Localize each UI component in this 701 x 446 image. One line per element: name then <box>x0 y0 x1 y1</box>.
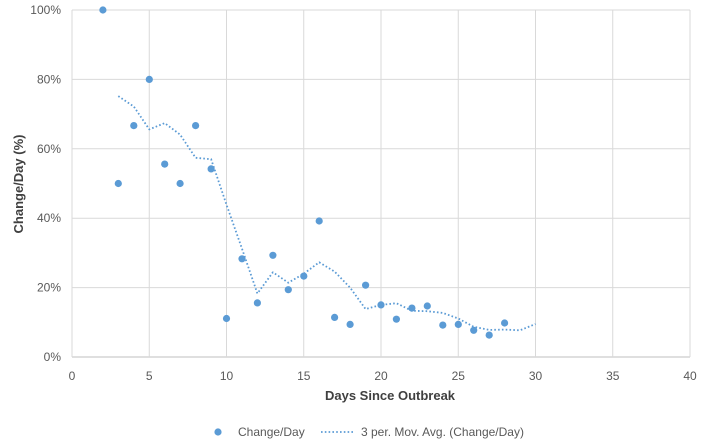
moving-average-series <box>117 95 536 332</box>
y-tick-label: 60% <box>37 142 61 156</box>
data-point <box>99 6 107 14</box>
data-point <box>114 179 122 188</box>
data-point <box>470 326 478 334</box>
data-point <box>207 165 215 173</box>
data-point <box>408 304 416 312</box>
data-point <box>315 217 323 225</box>
data-point <box>501 319 509 327</box>
x-tick-label: 15 <box>297 369 311 383</box>
y-axis-ticks: 0% 20% 40% 60% 80% 100% <box>30 3 61 364</box>
y-tick-label: 0% <box>44 350 62 364</box>
legend: Change/Day 3 per. Mov. Avg. (Change/Day) <box>214 425 524 439</box>
x-tick-label: 5 <box>146 369 153 383</box>
data-point <box>346 320 354 328</box>
data-point <box>392 315 400 323</box>
x-tick-label: 20 <box>374 369 388 383</box>
x-tick-label: 30 <box>529 369 543 383</box>
data-point <box>331 313 339 321</box>
y-tick-label: 40% <box>37 211 61 225</box>
x-tick-label: 35 <box>606 369 620 383</box>
gridlines <box>71 9 691 358</box>
legend-marker-change-per-day <box>214 428 222 436</box>
x-tick-label: 40 <box>683 369 697 383</box>
x-axis-title: Days Since Outbreak <box>325 388 456 403</box>
y-tick-label: 80% <box>37 72 61 86</box>
data-point <box>439 321 447 329</box>
data-point <box>300 272 308 280</box>
x-tick-label: 10 <box>220 369 234 383</box>
data-point <box>238 255 246 263</box>
data-point <box>176 179 184 188</box>
x-axis-ticks: 0 5 10 15 20 25 30 35 40 <box>69 369 697 383</box>
moving-average-line <box>117 95 536 332</box>
change-per-day-series <box>99 6 509 339</box>
data-point <box>269 251 277 259</box>
data-point <box>454 320 462 328</box>
data-point <box>130 122 138 130</box>
data-point <box>284 286 292 294</box>
y-tick-label: 100% <box>30 3 61 17</box>
data-point <box>377 301 385 309</box>
y-axis-title: Change/Day (%) <box>11 135 26 234</box>
legend-label-moving-average: 3 per. Mov. Avg. (Change/Day) <box>361 425 524 439</box>
data-point <box>192 122 200 130</box>
data-point <box>423 302 431 310</box>
data-point <box>145 75 153 83</box>
x-tick-label: 0 <box>69 369 76 383</box>
x-tick-label: 25 <box>452 369 466 383</box>
legend-label-change-per-day: Change/Day <box>238 425 305 439</box>
data-point <box>362 281 370 289</box>
y-tick-label: 20% <box>37 281 61 295</box>
data-point <box>485 331 493 339</box>
data-point <box>253 299 261 307</box>
data-point <box>222 314 231 323</box>
data-point <box>161 160 169 168</box>
